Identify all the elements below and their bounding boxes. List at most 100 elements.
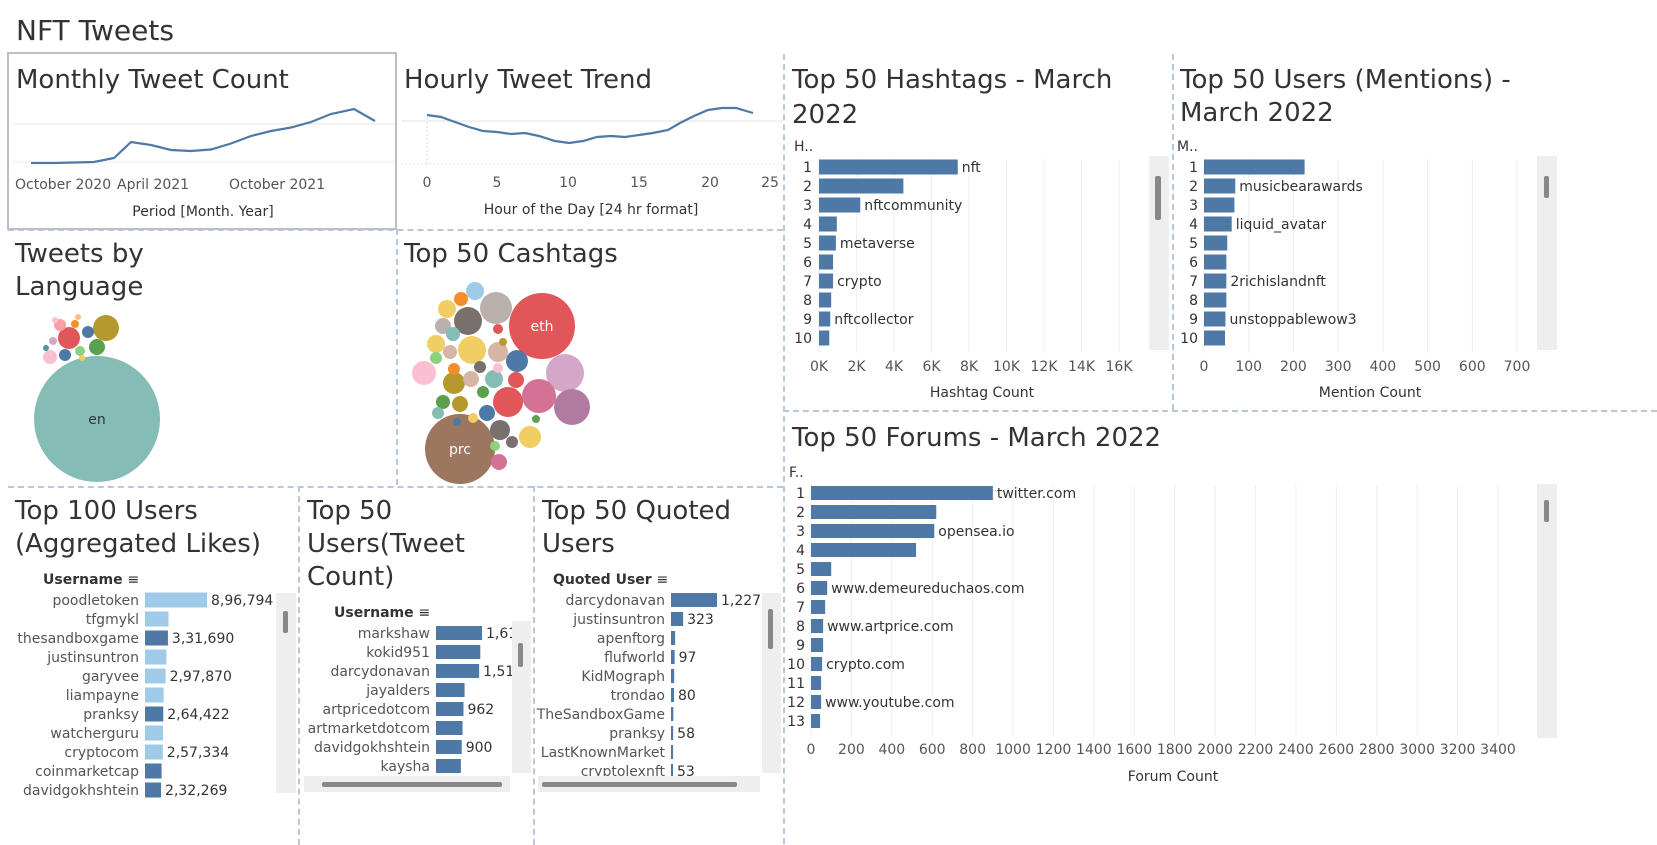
bar[interactable] (811, 619, 824, 633)
language-bubble[interactable] (59, 349, 71, 361)
bar[interactable] (811, 505, 937, 519)
cashtag-bubble[interactable] (493, 363, 503, 373)
cashtag-bubble[interactable] (493, 387, 523, 417)
column-header[interactable]: Username ≡ (43, 572, 139, 588)
bar[interactable] (145, 649, 167, 665)
cashtag-bubble[interactable] (454, 292, 468, 306)
scrollbar-thumb[interactable] (1544, 500, 1549, 522)
monthly-tweet-count-panel[interactable]: Monthly Tweet Count October 2020 April 2… (7, 52, 397, 230)
row-username[interactable]: watcherguru (50, 726, 139, 742)
language-bubble[interactable] (71, 320, 79, 328)
bar[interactable] (671, 669, 675, 683)
bar[interactable] (819, 159, 958, 175)
quoted-bar-table[interactable]: darcydonavan 1,227 justinsuntron 323 apenfto… (535, 488, 783, 845)
cashtag-bubble-chart[interactable]: eth prc (397, 231, 783, 486)
row-username[interactable]: jayalders (365, 683, 430, 699)
language-bubble[interactable] (43, 350, 57, 364)
column-header[interactable]: Username ≡ (334, 605, 430, 621)
row-username[interactable]: pranksy (609, 726, 665, 742)
language-bubble[interactable] (49, 337, 57, 345)
cashtag-bubble[interactable] (425, 414, 495, 484)
bar[interactable] (811, 676, 822, 690)
scrollbar-thumb[interactable] (1155, 176, 1161, 220)
bar[interactable] (811, 600, 826, 614)
language-bubble[interactable] (75, 314, 81, 320)
bar[interactable] (671, 745, 674, 759)
scrollbar-thumb[interactable] (322, 782, 502, 787)
bar[interactable] (819, 197, 861, 213)
row-username[interactable]: davidgokhshtein (23, 783, 139, 799)
bar[interactable] (819, 235, 836, 251)
bar[interactable] (819, 216, 837, 232)
language-bubble[interactable] (75, 346, 85, 356)
bar[interactable] (436, 740, 462, 754)
row-username[interactable]: thesandboxgame (17, 631, 139, 647)
sort-icon[interactable]: ≡ (656, 572, 669, 588)
scrollbar[interactable] (1537, 156, 1557, 350)
bar[interactable] (1204, 216, 1232, 232)
cashtag-bubble[interactable] (491, 454, 507, 470)
cashtag-bubble[interactable] (427, 335, 445, 353)
cashtag-bubble[interactable] (490, 420, 510, 440)
language-bubble-chart[interactable]: en (8, 231, 396, 486)
cashtag-bubble[interactable] (532, 415, 540, 423)
bar[interactable] (819, 292, 832, 308)
row-username[interactable]: trondao (611, 688, 665, 704)
hourly-line-chart[interactable]: 0 5 10 15 20 25 Hour of the Day [24 hr f… (397, 52, 783, 230)
column-header[interactable]: Quoted User ≡ (553, 572, 668, 588)
bar[interactable] (436, 759, 461, 773)
row-username[interactable]: davidgokhshtein (314, 740, 430, 756)
bar[interactable] (145, 687, 164, 703)
bar[interactable] (671, 650, 675, 664)
bar[interactable] (811, 486, 993, 500)
bar[interactable] (145, 744, 163, 760)
bar[interactable] (819, 311, 831, 327)
cashtag-bubble[interactable] (477, 386, 489, 398)
bar[interactable] (671, 593, 717, 607)
tweetcount-bar-table[interactable]: markshaw 1,61 kokid951 darcydonavan 1,51 jaya… (300, 488, 533, 845)
bar[interactable] (145, 782, 162, 798)
cashtag-bubble[interactable] (506, 436, 518, 448)
row-username[interactable]: artmarketdotcom (308, 721, 430, 737)
scrollbar[interactable] (1537, 484, 1557, 738)
cashtag-bubble[interactable] (443, 372, 465, 394)
monthly-trend-line[interactable] (31, 107, 376, 165)
bar[interactable] (1204, 254, 1227, 270)
row-username[interactable]: kokid951 (366, 645, 430, 661)
scrollbar-thumb[interactable] (542, 782, 737, 787)
bar[interactable] (811, 638, 824, 652)
bar[interactable] (1204, 159, 1305, 175)
cashtag-bubble[interactable] (443, 345, 457, 359)
cashtag-bubble[interactable] (452, 396, 468, 412)
cashtag-bubble[interactable] (554, 389, 590, 425)
cashtag-bubble[interactable] (432, 407, 444, 419)
scrollbar[interactable] (762, 593, 781, 773)
sort-icon[interactable]: ≡ (418, 605, 431, 621)
language-bubble[interactable] (93, 315, 119, 341)
bar[interactable] (145, 706, 164, 722)
cashtag-bubble[interactable] (446, 327, 460, 341)
top-100-likes-panel[interactable]: Top 100 Users (Aggregated Likes) Usernam… (8, 488, 298, 845)
language-bubble[interactable] (58, 327, 80, 349)
scrollbar-thumb[interactable] (768, 609, 773, 649)
bar[interactable] (436, 721, 463, 735)
cashtag-bubble[interactable] (506, 350, 528, 372)
top-50-tweetcount-panel[interactable]: Top 50 Users(Tweet Count) Username ≡ mar… (300, 488, 533, 845)
bar[interactable] (671, 726, 674, 740)
row-username[interactable]: tfgmykl (86, 612, 139, 628)
row-username[interactable]: artpricedotcom (322, 702, 430, 718)
bar[interactable] (819, 178, 904, 194)
forums-bar-chart[interactable]: F.. 1 twitter.com 2 3 opensea.io 4 5 6 www.demeu… (785, 412, 1657, 845)
bar[interactable] (145, 611, 169, 627)
bar[interactable] (436, 664, 480, 678)
horizontal-scrollbar[interactable] (304, 776, 510, 792)
bar[interactable] (811, 562, 832, 576)
scrollbar-thumb[interactable] (518, 643, 523, 667)
cashtag-bubble[interactable] (493, 324, 503, 334)
row-username[interactable]: kaysha (381, 759, 430, 775)
row-username[interactable]: KidMograph (581, 669, 665, 685)
bar[interactable] (1204, 178, 1236, 194)
cashtag-bubble[interactable] (468, 413, 478, 423)
bar[interactable] (819, 254, 834, 270)
bar[interactable] (1204, 292, 1227, 308)
